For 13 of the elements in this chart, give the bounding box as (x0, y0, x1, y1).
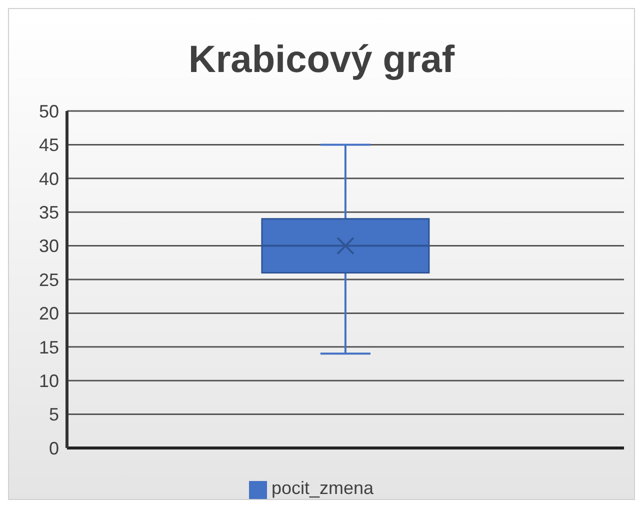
y-tick-label: 25 (38, 270, 59, 290)
y-tick-label: 15 (38, 337, 59, 358)
y-tick-label: 0 (48, 438, 59, 458)
y-tick-label: 35 (38, 202, 59, 222)
y-tick-label: 20 (38, 304, 59, 324)
legend-label: pocit_zmena (271, 478, 374, 498)
y-tick-label: 10 (38, 370, 59, 391)
y-tick-label: 45 (38, 135, 59, 156)
chart-title: Krabicový graf (187, 38, 456, 83)
y-tick-label: 30 (38, 236, 59, 256)
y-tick-label: 5 (48, 404, 59, 425)
y-tick-label: 50 (38, 101, 59, 122)
y-tick-label: 40 (38, 168, 59, 189)
